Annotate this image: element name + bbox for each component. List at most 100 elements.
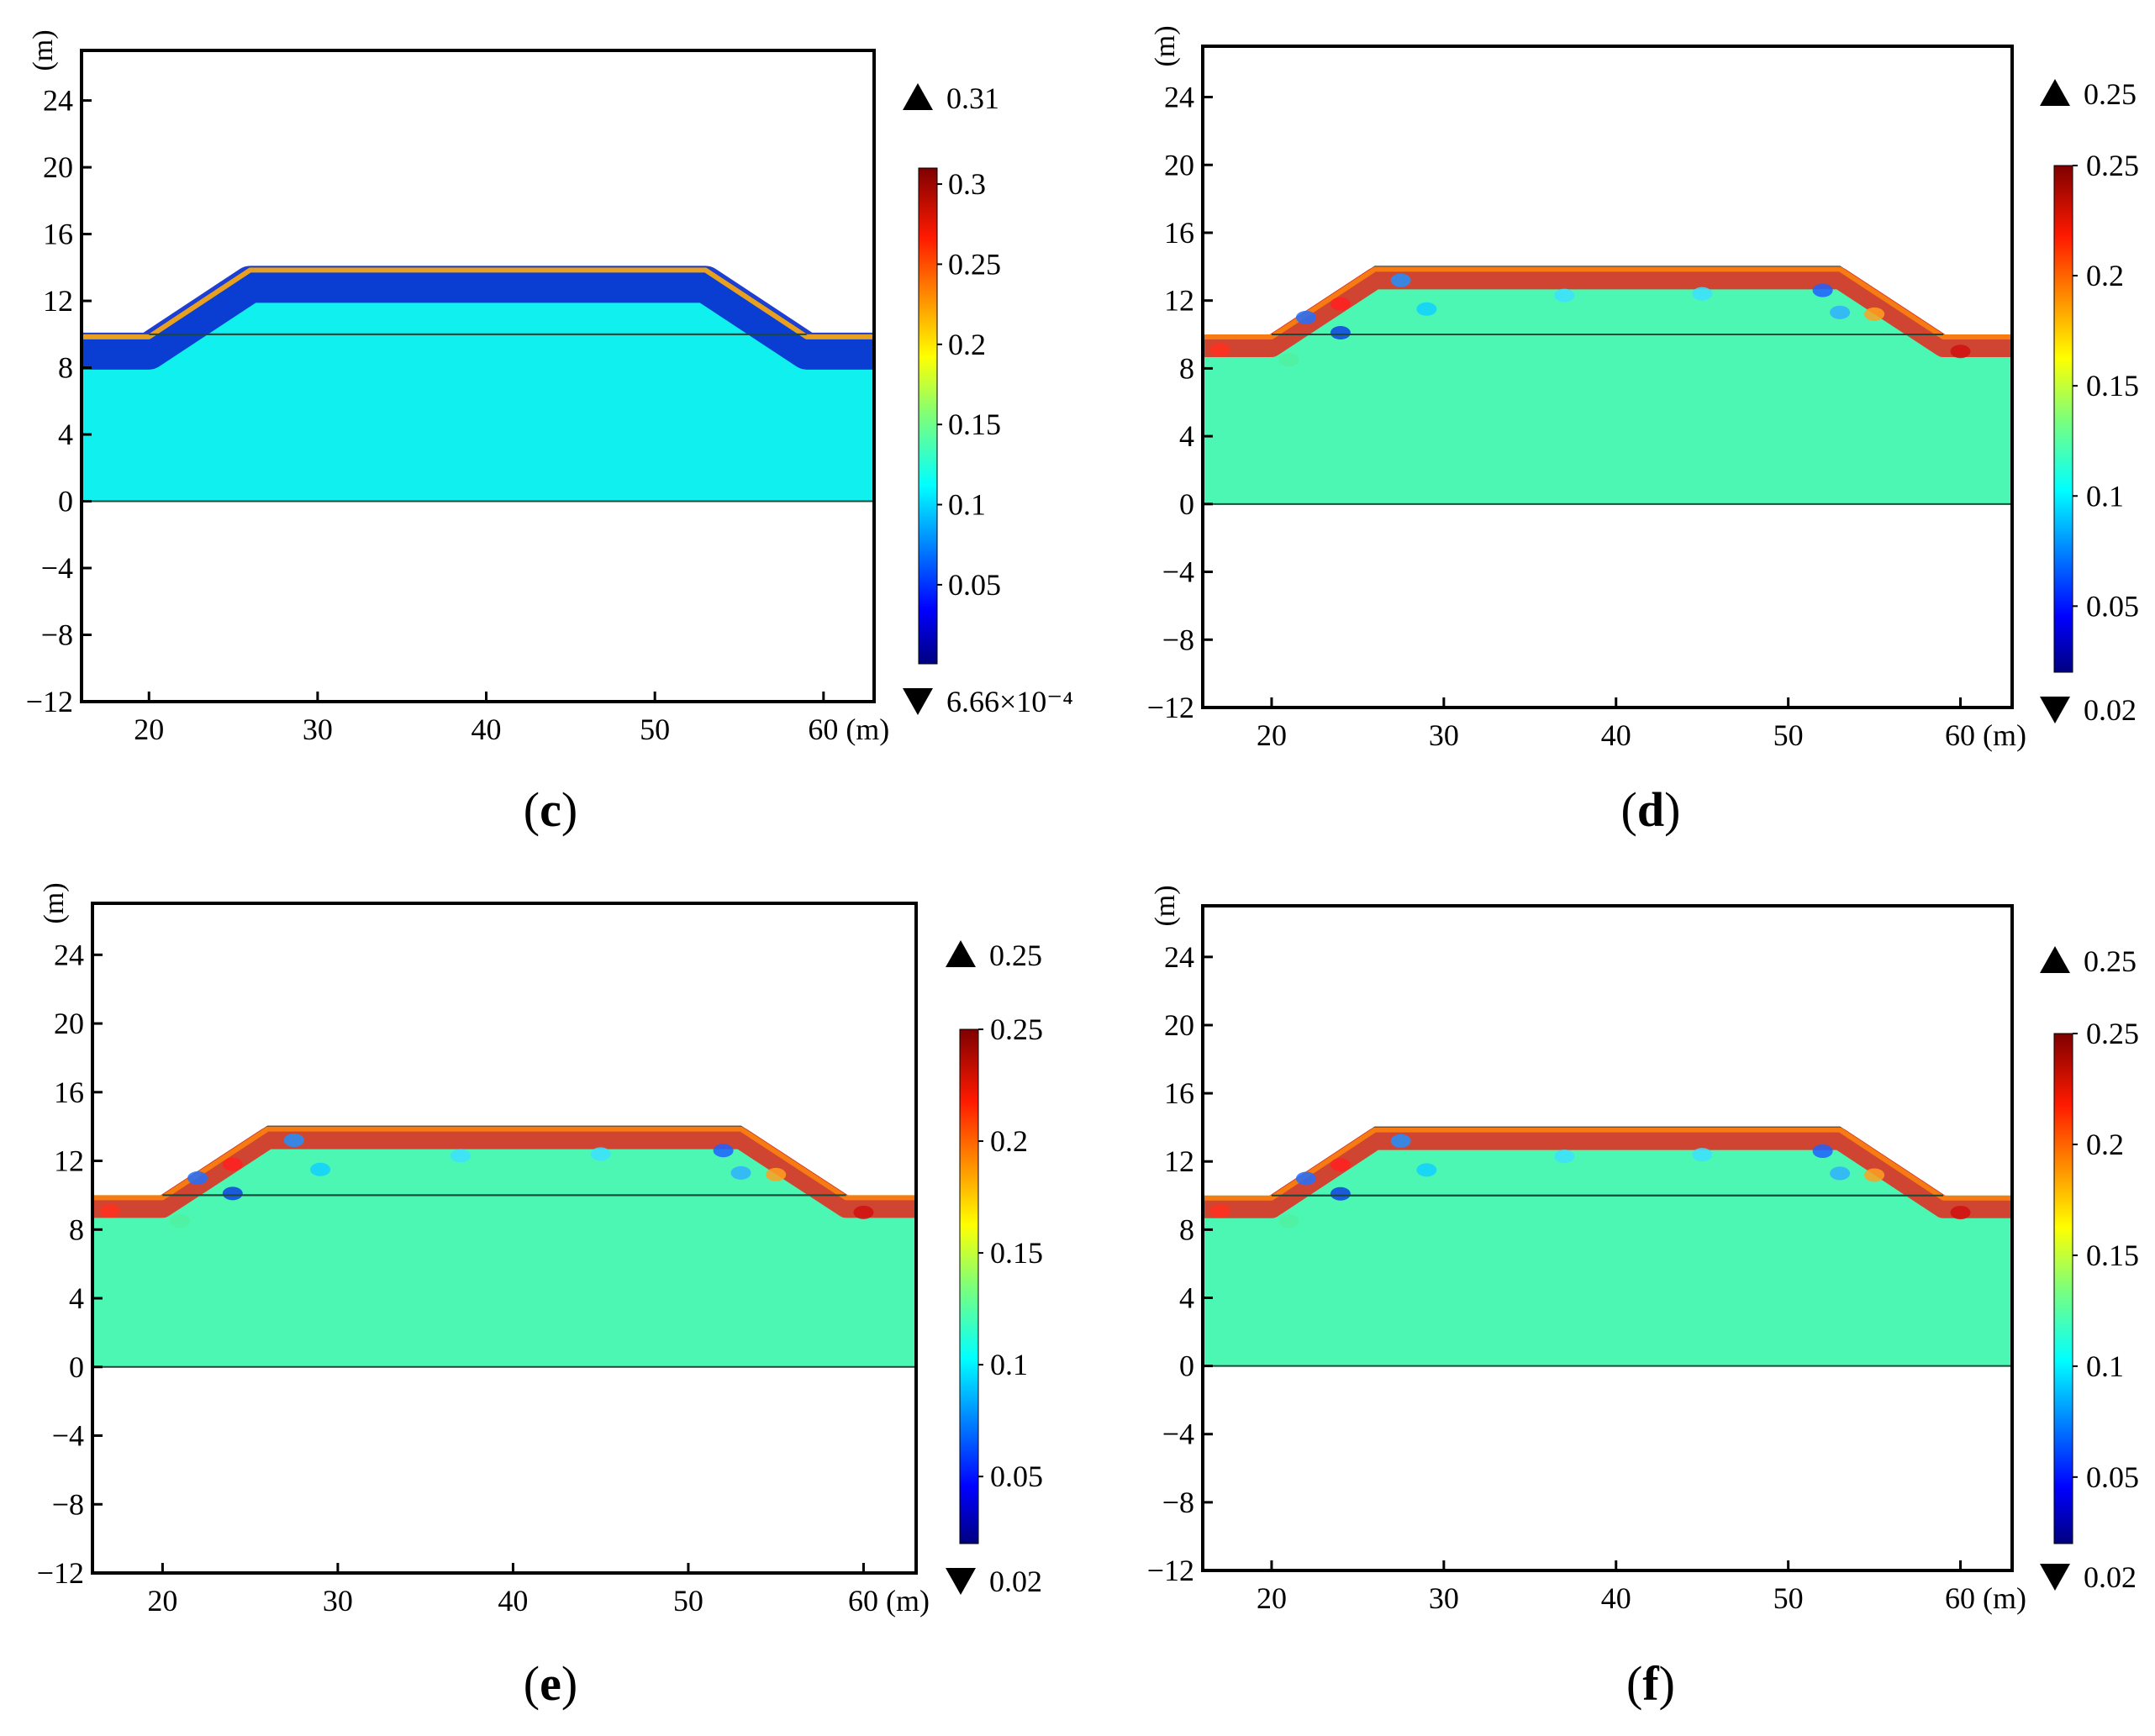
surface-rim (1203, 1127, 2012, 1201)
colorbar-min-label: 0.02 (2084, 1560, 2137, 1594)
y-tick-label: 20 (54, 1007, 84, 1040)
colorbar (2053, 165, 2073, 673)
field-blob (1554, 288, 1575, 302)
y-tick-label: 20 (43, 150, 73, 184)
min-triangle-icon (2040, 697, 2070, 723)
y-tick-label: 24 (54, 938, 84, 971)
x-tick-label: 20 (1257, 1581, 1287, 1615)
panel-f: 24 20 16 12 8 4 0 −4 −8 −12 20 30 40 50 60 (m) (m) 0.25 0… (1078, 857, 2155, 1736)
foundation-region (1203, 334, 2012, 504)
x-tick-label: 60 (m) (1945, 718, 2026, 752)
colorbar-min-label: 6.66×10⁻⁴ (946, 685, 1073, 718)
y-tick-label: 12 (1164, 284, 1194, 318)
colorbar-tick-label: 0.05 (948, 568, 1001, 602)
x-tick-label: 50 (1773, 718, 1804, 752)
x-tick-label: 40 (1601, 718, 1631, 752)
y-tick-label: 20 (1164, 148, 1194, 181)
field-blob (1692, 1148, 1713, 1162)
colorbar-max-label: 0.25 (2084, 944, 2137, 978)
plot-frame (1201, 45, 2014, 709)
y-tick-label: −12 (37, 1556, 84, 1590)
field-blob (1950, 345, 1971, 359)
field-blob (1209, 343, 1230, 357)
y-tick-label: 24 (43, 84, 73, 118)
min-triangle-icon (903, 688, 933, 715)
foundation-region (82, 334, 874, 502)
field-blob (450, 1149, 471, 1163)
field-blob (1812, 1144, 1833, 1159)
colorbar-tick-label: 0.1 (2086, 479, 2124, 513)
max-triangle-icon (2040, 79, 2070, 106)
field-blob (222, 1157, 243, 1171)
y-tick-label: 0 (58, 485, 73, 518)
colorbar-tick-label: 0.1 (948, 488, 986, 522)
plot-frame (1201, 904, 2014, 1572)
y-tick-label: −4 (41, 551, 73, 585)
y-axis-label: (m) (1150, 25, 1181, 66)
colorbar-tick-label: 0.25 (2086, 1017, 2139, 1050)
field-blob (222, 1186, 243, 1201)
colorbar-tick-label: 0.2 (2086, 1128, 2124, 1161)
x-tick-label: 60 (m) (1945, 1581, 2026, 1615)
colorbar (918, 167, 938, 665)
colorbar-tick-label: 0.1 (990, 1348, 1028, 1381)
y-tick-label: 24 (1164, 940, 1194, 974)
field-blob (1864, 1168, 1885, 1182)
y-axis-label: (m) (1150, 885, 1181, 926)
x-tick-label: 40 (1601, 1581, 1631, 1615)
panel-e: 24 20 16 12 8 4 0 −4 −8 −12 20 30 40 50 60 (m) (m) 0.25 0… (0, 857, 1078, 1736)
y-tick-label: 12 (43, 284, 73, 318)
colorbar-tick-label: 0.15 (2086, 369, 2139, 402)
y-tick-label: −12 (26, 685, 73, 718)
colorbar-tick-label: 0.15 (2086, 1239, 2139, 1272)
y-tick-label: −4 (52, 1419, 84, 1453)
y-tick-label: 12 (54, 1144, 84, 1178)
field-blob (1864, 307, 1885, 321)
x-tick-label: 20 (134, 713, 164, 746)
y-tick-label: −8 (52, 1487, 84, 1521)
field-blob (1278, 353, 1299, 367)
field-blob (99, 1203, 120, 1218)
colorbar-tick-label: 0.25 (948, 247, 1001, 281)
y-tick-label: 4 (58, 418, 73, 451)
field-blob (187, 1170, 208, 1185)
x-tick-label: 30 (1429, 718, 1459, 752)
colorbar-max-label: 0.31 (946, 82, 999, 115)
colorbar-max-label: 0.25 (2084, 77, 2137, 111)
field-blob (1416, 302, 1437, 316)
field-blob (1295, 310, 1316, 324)
y-tick-label: −12 (1147, 1554, 1194, 1587)
field-blob (1830, 1166, 1851, 1181)
colorbar-max-label: 0.25 (989, 939, 1042, 972)
panel-label-c: (c) (523, 782, 578, 837)
y-tick-label: 0 (69, 1350, 84, 1384)
y-tick-label: −12 (1147, 691, 1194, 724)
panel-d: 24 20 16 12 8 4 0 −4 −8 −12 20 30 40 50 60 (m) (m) 0.25 0… (1078, 0, 2155, 857)
max-triangle-icon (2040, 946, 2070, 973)
field-blob (1812, 283, 1833, 297)
surface-layer-band (82, 266, 874, 370)
field-blob (1209, 1204, 1230, 1218)
min-triangle-icon (946, 1568, 976, 1595)
panel-c: 24 20 16 12 8 4 0 −4 −8 −12 20 30 40 50 60 (m) (m) 0.3 0.… (0, 0, 1078, 857)
field-blob (170, 1214, 191, 1228)
max-triangle-icon (903, 83, 933, 110)
colorbar-min-label: 0.02 (2084, 693, 2137, 727)
field-blob (310, 1162, 331, 1176)
y-tick-label: 0 (1179, 1349, 1194, 1383)
field-blob (730, 1165, 751, 1180)
colorbar-tick-label: 0.25 (990, 1013, 1043, 1046)
colorbar-tick-label: 0.05 (2086, 589, 2139, 623)
panel-label-e: (e) (523, 1656, 578, 1711)
y-tick-label: −4 (1162, 555, 1194, 589)
colorbar-tick-label: 0.05 (2086, 1460, 2139, 1494)
y-tick-label: 16 (54, 1076, 84, 1109)
y-tick-label: 20 (1164, 1008, 1194, 1042)
plot-frame (80, 49, 876, 703)
panel-label-e-letter: e (540, 1656, 561, 1711)
y-tick-label: 8 (1179, 1213, 1194, 1246)
field-blob (1692, 287, 1713, 301)
x-tick-label: 20 (147, 1584, 177, 1618)
x-tick-label: 50 (673, 1584, 703, 1618)
